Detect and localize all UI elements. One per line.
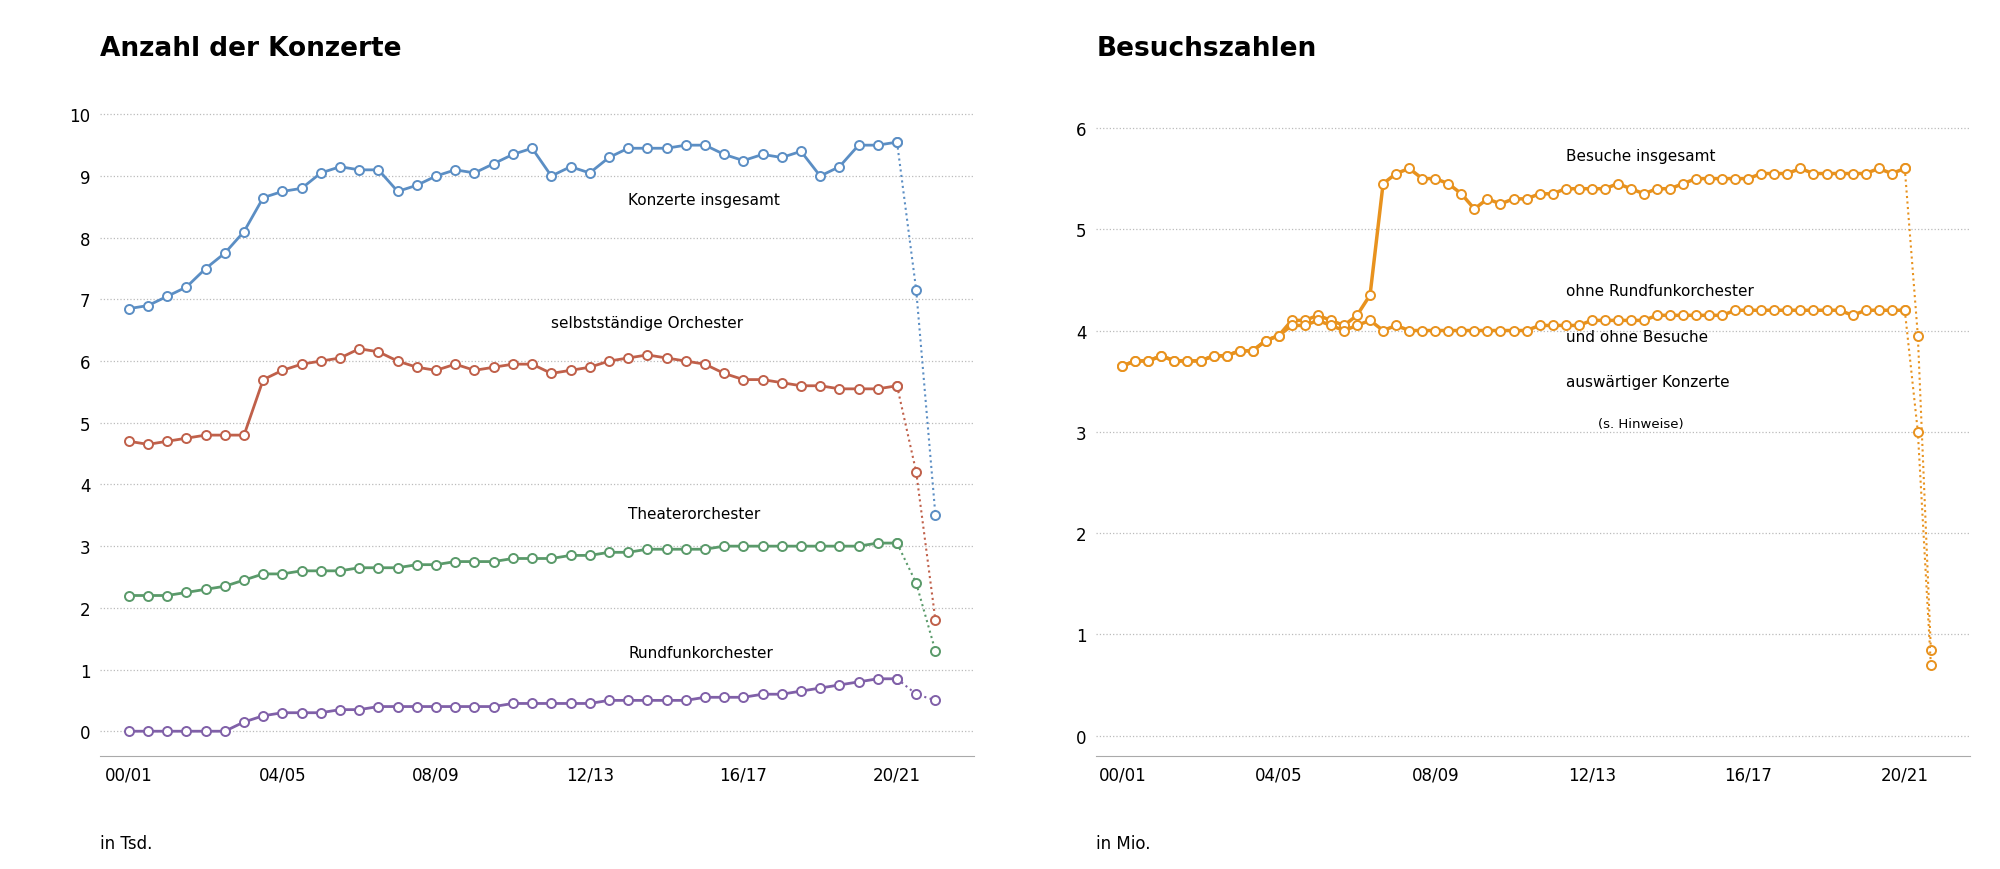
Text: (s. Hinweise): (s. Hinweise): [1598, 417, 1684, 430]
Text: in Tsd.: in Tsd.: [100, 834, 152, 852]
Text: Besuchszahlen: Besuchszahlen: [1096, 36, 1316, 62]
Text: ohne Rundfunkorchester: ohne Rundfunkorchester: [1566, 284, 1754, 299]
Text: und ohne Besuche: und ohne Besuche: [1566, 329, 1708, 344]
Text: in Mio.: in Mio.: [1096, 834, 1150, 852]
Text: Konzerte insgesamt: Konzerte insgesamt: [628, 193, 780, 208]
Text: Rundfunkorchester: Rundfunkorchester: [628, 646, 774, 660]
Text: auswärtiger Konzerte: auswärtiger Konzerte: [1566, 375, 1730, 390]
Text: Anzahl der Konzerte: Anzahl der Konzerte: [100, 36, 402, 62]
Text: Besuche insgesamt: Besuche insgesamt: [1566, 149, 1716, 164]
Text: Theaterorchester: Theaterorchester: [628, 507, 760, 521]
Text: selbstständige Orchester: selbstständige Orchester: [552, 315, 744, 331]
